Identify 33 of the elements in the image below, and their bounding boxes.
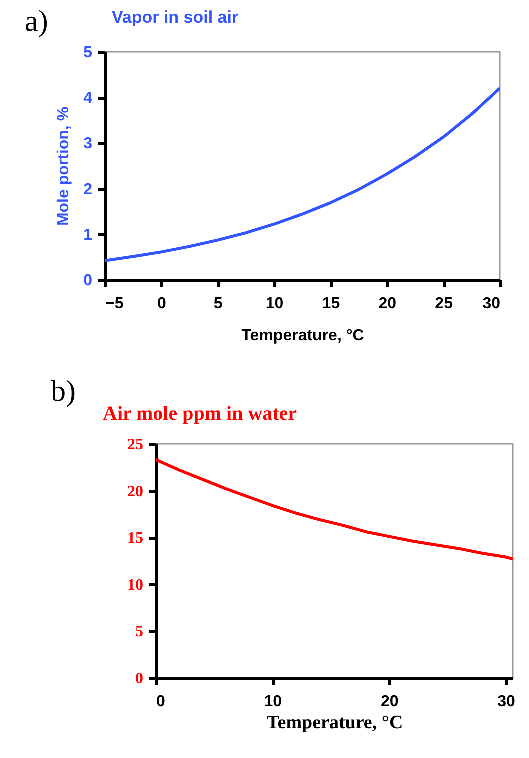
y-tick-label: 3: [84, 136, 93, 153]
x-tick-label: 10: [264, 694, 282, 710]
x-tick-label: 30: [498, 694, 516, 710]
line-series: [105, 86, 500, 262]
x-axis-title: Temperature, °C: [242, 328, 365, 344]
x-tick-label: 20: [378, 296, 397, 312]
y-axis-title: Mole portion, %: [56, 106, 73, 226]
x-tick-label: 0: [156, 694, 166, 710]
y-tick-label: 2: [84, 181, 93, 198]
x-tick-label: 15: [322, 296, 340, 312]
y-tick-label: 1: [84, 226, 93, 244]
x-tick-label: 5: [214, 296, 223, 312]
x-tick-label: −5: [106, 296, 124, 312]
y-tick-label: 25: [128, 436, 144, 454]
text: b): [51, 375, 76, 408]
line-series: [156, 458, 513, 561]
y-tick-label: 15: [128, 530, 144, 548]
y-tick-label: 5: [84, 44, 93, 62]
x-tick-label: 30: [482, 296, 501, 312]
x-tick-label: 25: [435, 296, 454, 312]
x-tick-label: 10: [266, 296, 284, 312]
y-tick-label: 4: [84, 90, 93, 108]
chart-title: Vapor in soil air: [112, 8, 239, 27]
y-tick-label: 0: [84, 272, 93, 290]
x-tick-label: 20: [380, 694, 399, 710]
y-tick-label: 10: [128, 576, 144, 594]
y-tick-label: 5: [136, 624, 144, 641]
x-axis-title: Temperature, °C: [266, 712, 404, 734]
text: a): [25, 5, 48, 38]
y-tick-label: 0: [136, 670, 144, 688]
chart-title: Air mole ppm in water: [103, 403, 298, 425]
x-tick-label: 0: [157, 296, 166, 312]
y-tick-label: 20: [128, 483, 144, 500]
